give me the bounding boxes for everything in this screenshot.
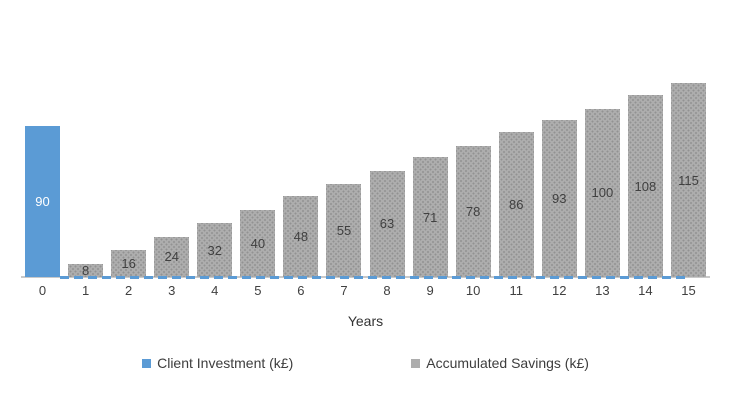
x-tick-label: 3 (168, 283, 176, 298)
bar-accumulated-savings: 55 (326, 184, 362, 277)
x-tick-label: 12 (552, 283, 567, 298)
legend-label-accumulated-savings: Accumulated Savings (k£) (426, 355, 589, 371)
x-tick-label: 7 (340, 283, 348, 298)
x-tick-label: 2 (125, 283, 133, 298)
bar-value-label: 78 (465, 203, 481, 219)
baseline-dashed-line (60, 276, 688, 279)
bar-accumulated-savings: 48 (283, 196, 319, 277)
bar-accumulated-savings: 78 (455, 145, 491, 277)
x-axis-title: Years (347, 313, 384, 329)
bar-accumulated-savings: 100 (584, 108, 620, 277)
bar-value-label: 32 (207, 242, 223, 258)
x-axis-ticks: 0 1 2 3 4 5 6 7 8 9 10 11 12 13 14 15 (21, 283, 710, 299)
x-tick-label: 8 (383, 283, 391, 298)
bar-accumulated-savings: 40 (240, 209, 276, 277)
x-tick-label: 5 (254, 283, 262, 298)
bar-accumulated-savings: 86 (498, 132, 534, 277)
bar-value-label: 86 (508, 197, 524, 213)
legend-item-accumulated-savings: Accumulated Savings (k£) (411, 355, 589, 371)
x-tick-label: 13 (595, 283, 610, 298)
bar-value-label: 55 (336, 223, 352, 239)
legend: Client Investment (k£) Accumulated Savin… (0, 353, 731, 373)
bar-accumulated-savings: 63 (369, 170, 405, 277)
legend-marker-accumulated-savings (411, 358, 421, 368)
bar-accumulated-savings: 108 (627, 95, 663, 277)
bar-value-label: 115 (678, 172, 699, 188)
bar-accumulated-savings: 16 (111, 250, 147, 277)
bar-value-label: 16 (121, 256, 136, 272)
bar-accumulated-savings: 32 (197, 223, 233, 277)
bar-accumulated-savings: 93 (541, 120, 577, 277)
x-tick-label: 14 (638, 283, 653, 298)
x-tick-label: 6 (297, 283, 305, 298)
x-tick-label: 11 (509, 283, 523, 298)
x-tick-label: 9 (426, 283, 434, 298)
x-tick-label: 1 (81, 283, 90, 298)
x-tick-label: 4 (211, 283, 219, 298)
bar-client-investment: 90 (25, 125, 61, 277)
bar-accumulated-savings: 71 (412, 157, 448, 277)
bar-value-label: 63 (379, 216, 395, 232)
legend-label-client-investment: Client Investment (k£) (157, 355, 294, 371)
plot-area: 90 8 16 24 32 40 48 55 63 71 78 86 93 100 108 115 (21, 75, 710, 279)
bar-value-label: 48 (293, 229, 309, 245)
bar-accumulated-savings: 24 (154, 236, 190, 277)
bar-value-label: 108 (634, 178, 657, 194)
bar-value-label: 100 (591, 185, 614, 201)
bar-value-label: 8 (81, 262, 90, 278)
bar-value-label: 93 (552, 191, 567, 207)
x-tick-label: 0 (38, 283, 47, 298)
bar-accumulated-savings: 115 (670, 83, 706, 277)
x-tick-label: 15 (681, 283, 696, 298)
bar-accumulated-savings: 8 (68, 262, 104, 278)
legend-marker-client-investment (142, 358, 152, 368)
legend-item-client-investment: Client Investment (k£) (142, 355, 293, 371)
bar-value-label: 40 (250, 235, 266, 251)
bar-value-label: 71 (422, 209, 438, 225)
bar-value-label: 90 (35, 193, 50, 209)
bar-value-label: 24 (164, 249, 179, 265)
x-tick-label: 10 (465, 283, 481, 298)
